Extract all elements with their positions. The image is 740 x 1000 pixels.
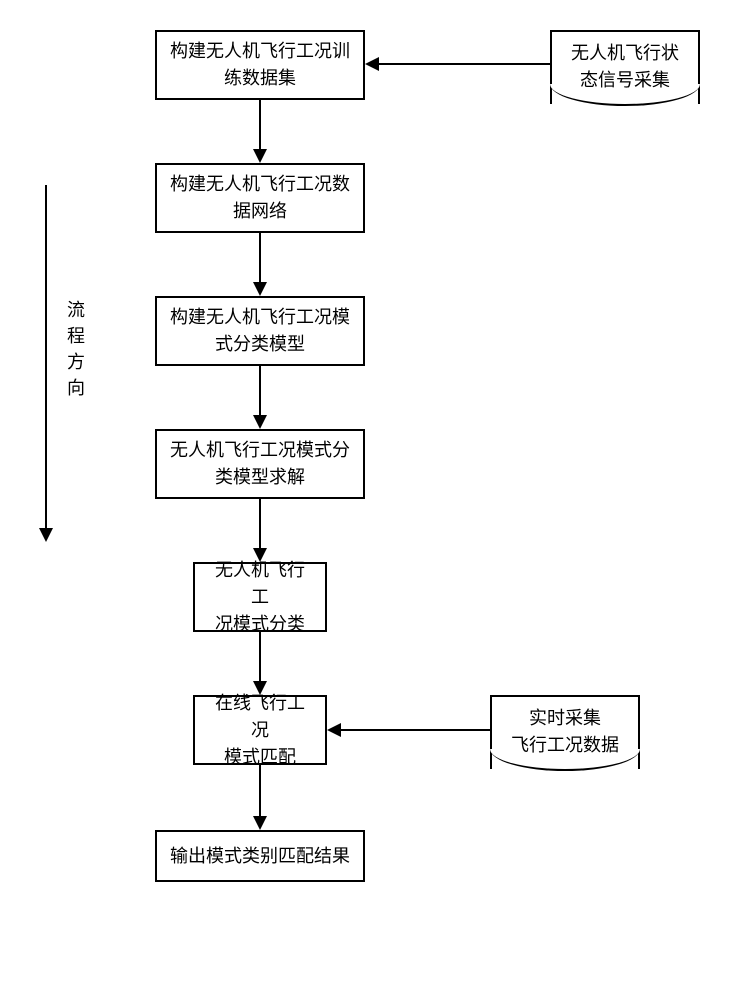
node-label: 无人机飞行工况模式分类 — [207, 557, 313, 638]
flow-direction-label: 流程方向 — [62, 300, 88, 404]
arrow-n5-n6 — [259, 632, 261, 693]
node-label: 构建无人机飞行工况模式分类模型 — [170, 304, 350, 358]
node-label: 构建无人机飞行工况训练数据集 — [170, 38, 350, 92]
node-online-mode-matching: 在线飞行工况模式匹配 — [193, 695, 327, 765]
doc-realtime-flight-data: 实时采集飞行工况数据 — [490, 695, 640, 769]
node-label: 在线飞行工况模式匹配 — [207, 690, 313, 771]
node-output-match-result: 输出模式类别匹配结果 — [155, 830, 365, 882]
node-solve-classification-model: 无人机飞行工况模式分类模型求解 — [155, 429, 365, 499]
arrow-d1-n1 — [367, 63, 550, 65]
node-mode-classification: 无人机飞行工况模式分类 — [193, 562, 327, 632]
arrow-n2-n3 — [259, 233, 261, 294]
node-build-training-dataset: 构建无人机飞行工况训练数据集 — [155, 30, 365, 100]
node-label: 无人机飞行工况模式分类模型求解 — [170, 437, 350, 491]
arrow-n6-n7 — [259, 765, 261, 828]
doc-signal-acquisition: 无人机飞行状态信号采集 — [550, 30, 700, 104]
arrow-n4-n5 — [259, 499, 261, 560]
node-build-classification-model: 构建无人机飞行工况模式分类模型 — [155, 296, 365, 366]
arrow-n1-n2 — [259, 100, 261, 161]
node-label: 输出模式类别匹配结果 — [170, 843, 350, 870]
arrow-d2-n6 — [329, 729, 490, 731]
doc-label: 实时采集飞行工况数据 — [511, 708, 619, 755]
node-build-data-network: 构建无人机飞行工况数据网络 — [155, 163, 365, 233]
doc-label: 无人机飞行状态信号采集 — [571, 43, 679, 90]
arrow-n3-n4 — [259, 366, 261, 427]
flow-direction-arrow — [45, 185, 47, 540]
node-label: 构建无人机飞行工况数据网络 — [170, 171, 350, 225]
